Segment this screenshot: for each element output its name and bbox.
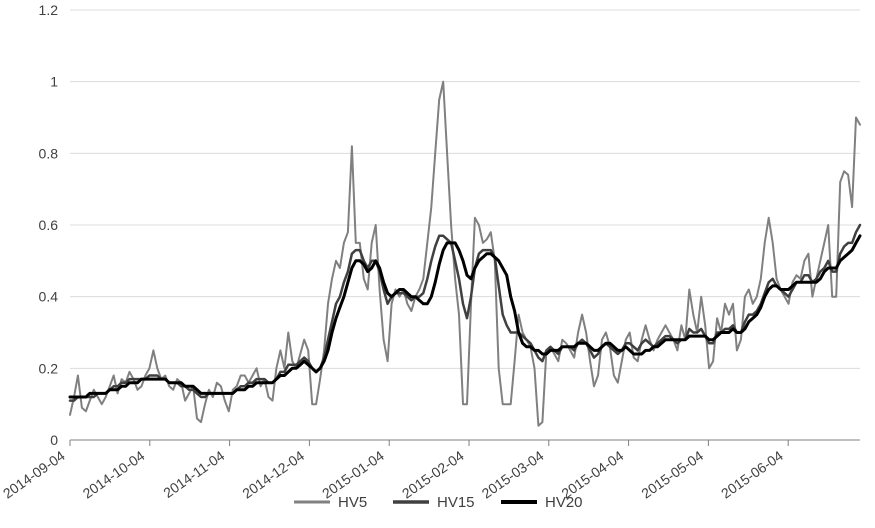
y-tick-label: 0 [50,432,58,448]
y-tick-label: 0.4 [39,289,59,305]
legend-label-HV15: HV15 [437,494,475,511]
y-tick-label: 0.2 [39,360,59,376]
y-tick-label: 1.2 [39,2,59,18]
volatility-line-chart: 00.20.40.60.811.22014-09-042014-10-04201… [0,0,875,528]
y-tick-label: 0.6 [39,217,59,233]
y-tick-label: 0.8 [39,145,59,161]
chart-svg: 00.20.40.60.811.22014-09-042014-10-04201… [0,0,875,528]
legend-label-HV20: HV20 [545,494,583,511]
y-tick-label: 1 [50,74,58,90]
legend-label-HV5: HV5 [338,494,367,511]
